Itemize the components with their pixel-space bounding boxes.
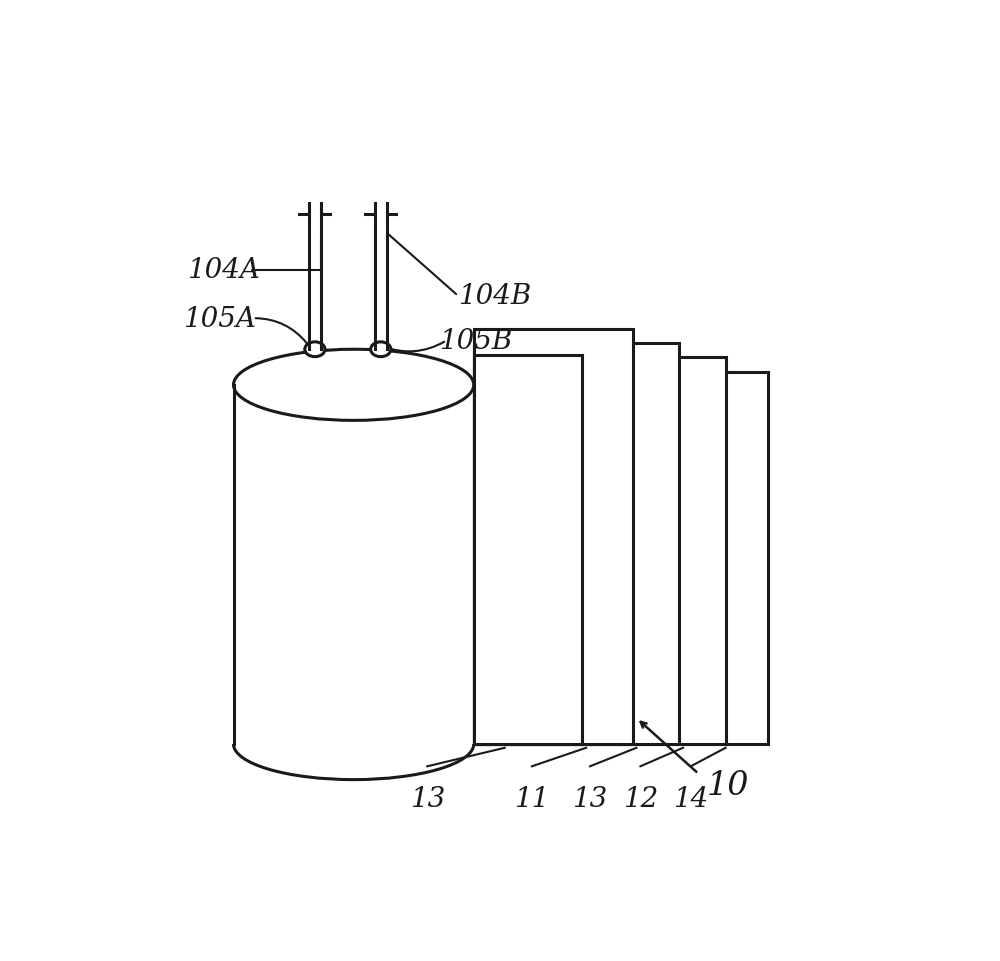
Ellipse shape (234, 709, 474, 779)
Text: 104B: 104B (458, 283, 532, 310)
Text: 13: 13 (572, 785, 608, 812)
Text: 12: 12 (623, 785, 658, 812)
Bar (234, 385, 474, 744)
Bar (474, 343, 679, 744)
Text: 105A: 105A (183, 306, 256, 333)
Text: 10: 10 (706, 769, 749, 801)
Bar (474, 330, 633, 744)
Ellipse shape (371, 342, 391, 357)
Bar (474, 358, 726, 744)
Text: 14: 14 (673, 785, 708, 812)
Text: 13: 13 (410, 785, 445, 812)
Bar (474, 373, 768, 744)
Text: 11: 11 (514, 785, 550, 812)
Ellipse shape (305, 342, 325, 357)
Text: 104A: 104A (187, 258, 260, 284)
Bar (474, 356, 582, 744)
Text: 105B: 105B (439, 328, 512, 355)
Ellipse shape (234, 350, 474, 421)
